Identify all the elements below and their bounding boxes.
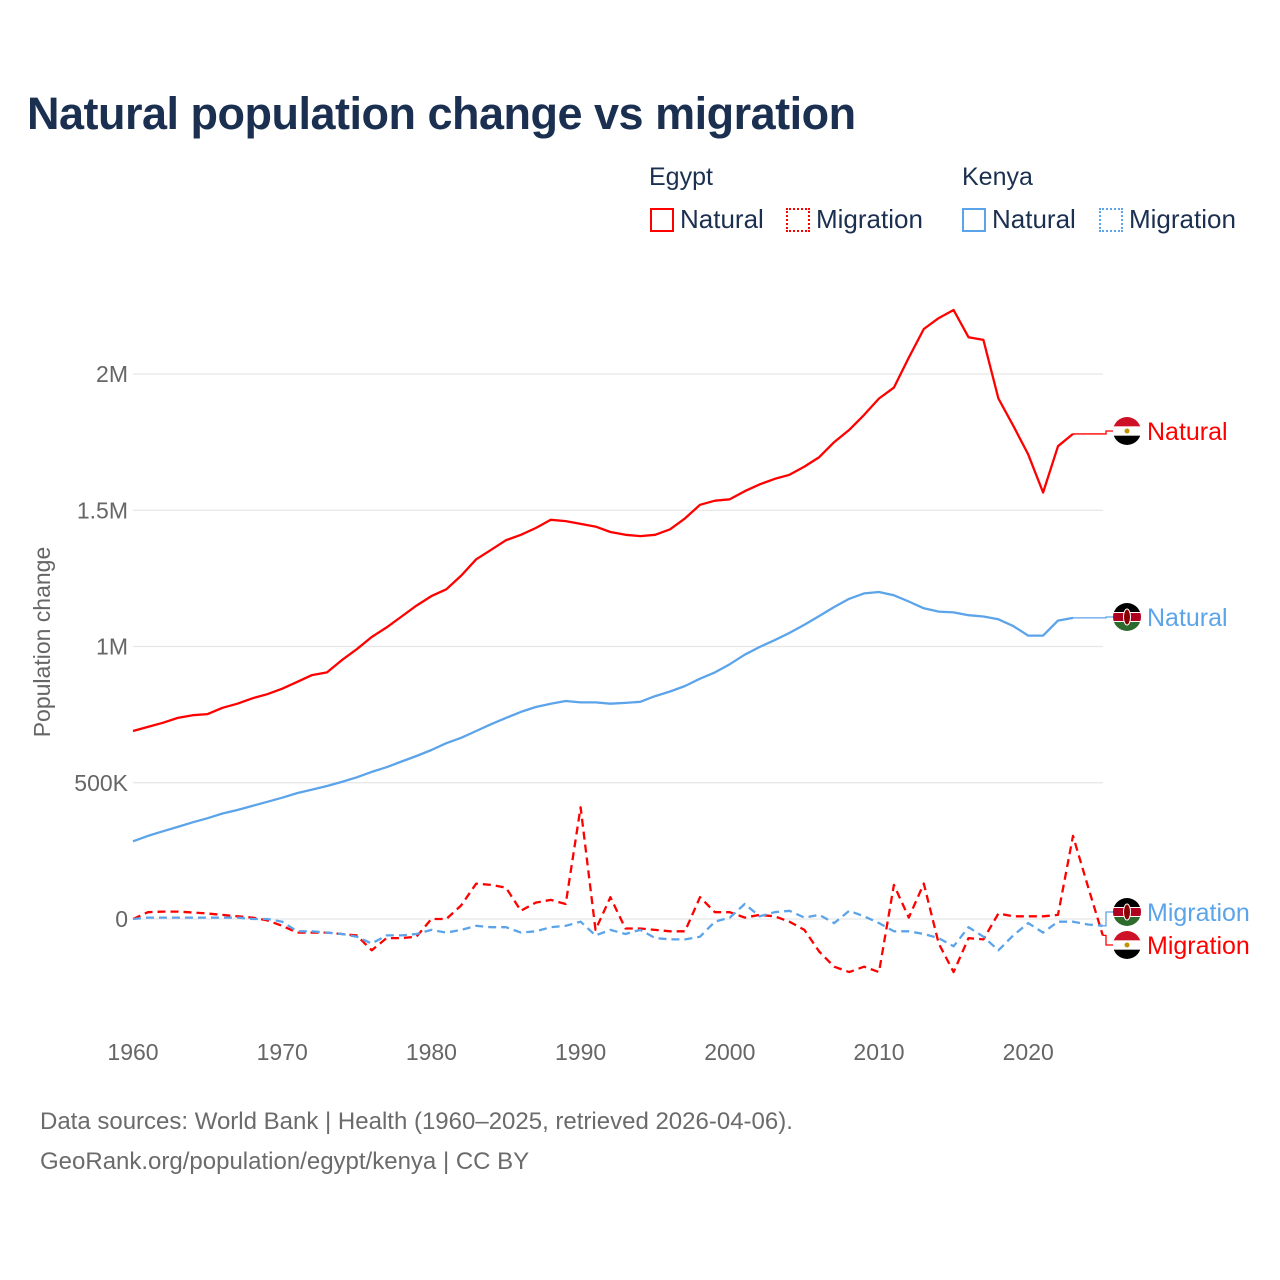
flag-stripe (1113, 917, 1141, 926)
flag-body (1113, 931, 1141, 959)
egypt-flag-icon (1113, 417, 1141, 445)
flag-stripe (1113, 898, 1141, 907)
kenya-migration-line (132, 902, 1103, 952)
legend-egypt-natural[interactable]: Natural (650, 204, 764, 235)
flag-eagle (1124, 428, 1130, 434)
kenya-natural-end-label: Natural (1147, 604, 1228, 632)
x-tick-label: 1990 (555, 1039, 606, 1065)
flag-eagle (1124, 942, 1130, 948)
end-label-connector (1072, 430, 1114, 435)
legend-swatch-dotted (1099, 207, 1123, 232)
chart-title: Natural population change vs migration (27, 88, 856, 139)
legend-kenya-natural[interactable]: Natural (962, 204, 1076, 235)
legend-swatch-solid (650, 207, 674, 232)
end-label-connector (1102, 934, 1114, 946)
flag-stripe (1113, 435, 1141, 445)
legend-label: Migration (816, 204, 923, 234)
x-tick-label: 1970 (257, 1039, 308, 1065)
y-axis-label: Population change (29, 547, 55, 738)
end-label-connector (1072, 616, 1114, 619)
x-tick-label: 1960 (107, 1039, 158, 1065)
source-line-1: Data sources: World Bank | Health (1960–… (40, 1108, 793, 1135)
flag-shield (1123, 608, 1131, 626)
flag-shield (1123, 903, 1131, 921)
y-tick-label: 500K (74, 770, 128, 796)
end-label-connector (1102, 911, 1114, 927)
legend-egypt-migration[interactable]: Migration (786, 204, 923, 235)
flag-stripe (1113, 417, 1141, 427)
legend-swatch-dotted (786, 207, 810, 232)
y-tick-label: 1.5M (77, 497, 128, 523)
legend-label: Migration (1129, 204, 1236, 234)
x-tick-label: 2020 (1003, 1039, 1054, 1065)
egypt-natural-end-label: Natural (1147, 418, 1228, 446)
x-tick-label: 1980 (406, 1039, 457, 1065)
flag-stripe (1113, 603, 1141, 612)
legend-kenya-migration[interactable]: Migration (1099, 204, 1236, 235)
flag-stripe (1113, 931, 1141, 941)
egypt-flag-icon (1113, 931, 1141, 959)
legend-group-kenya: Kenya (962, 163, 1033, 191)
y-tick-label: 2M (96, 361, 128, 387)
flag-stripe (1113, 949, 1141, 959)
y-tick-label: 0 (115, 906, 128, 932)
egypt-migration-end-label: Migration (1147, 932, 1250, 960)
legend-group-egypt: Egypt (649, 163, 713, 191)
kenya-flag-icon (1113, 603, 1141, 631)
flag-body (1113, 417, 1141, 445)
kenya-natural-line (132, 590, 1074, 843)
legend-label: Natural (992, 204, 1076, 234)
legend-label: Natural (680, 204, 764, 234)
egypt-natural-line (132, 308, 1074, 733)
egypt-migration-line (132, 806, 1104, 974)
flag-stripe (1113, 622, 1141, 631)
kenya-migration-end-label: Migration (1147, 899, 1250, 927)
y-tick-label: 1M (96, 634, 128, 660)
legend-swatch-solid (962, 207, 986, 232)
x-tick-label: 2000 (704, 1039, 755, 1065)
kenya-flag-icon (1113, 898, 1141, 926)
flag-body (1113, 603, 1141, 631)
flag-body (1113, 898, 1141, 926)
source-line-2[interactable]: GeoRank.org/population/egypt/kenya | CC … (40, 1148, 530, 1175)
x-tick-label: 2010 (853, 1039, 904, 1065)
